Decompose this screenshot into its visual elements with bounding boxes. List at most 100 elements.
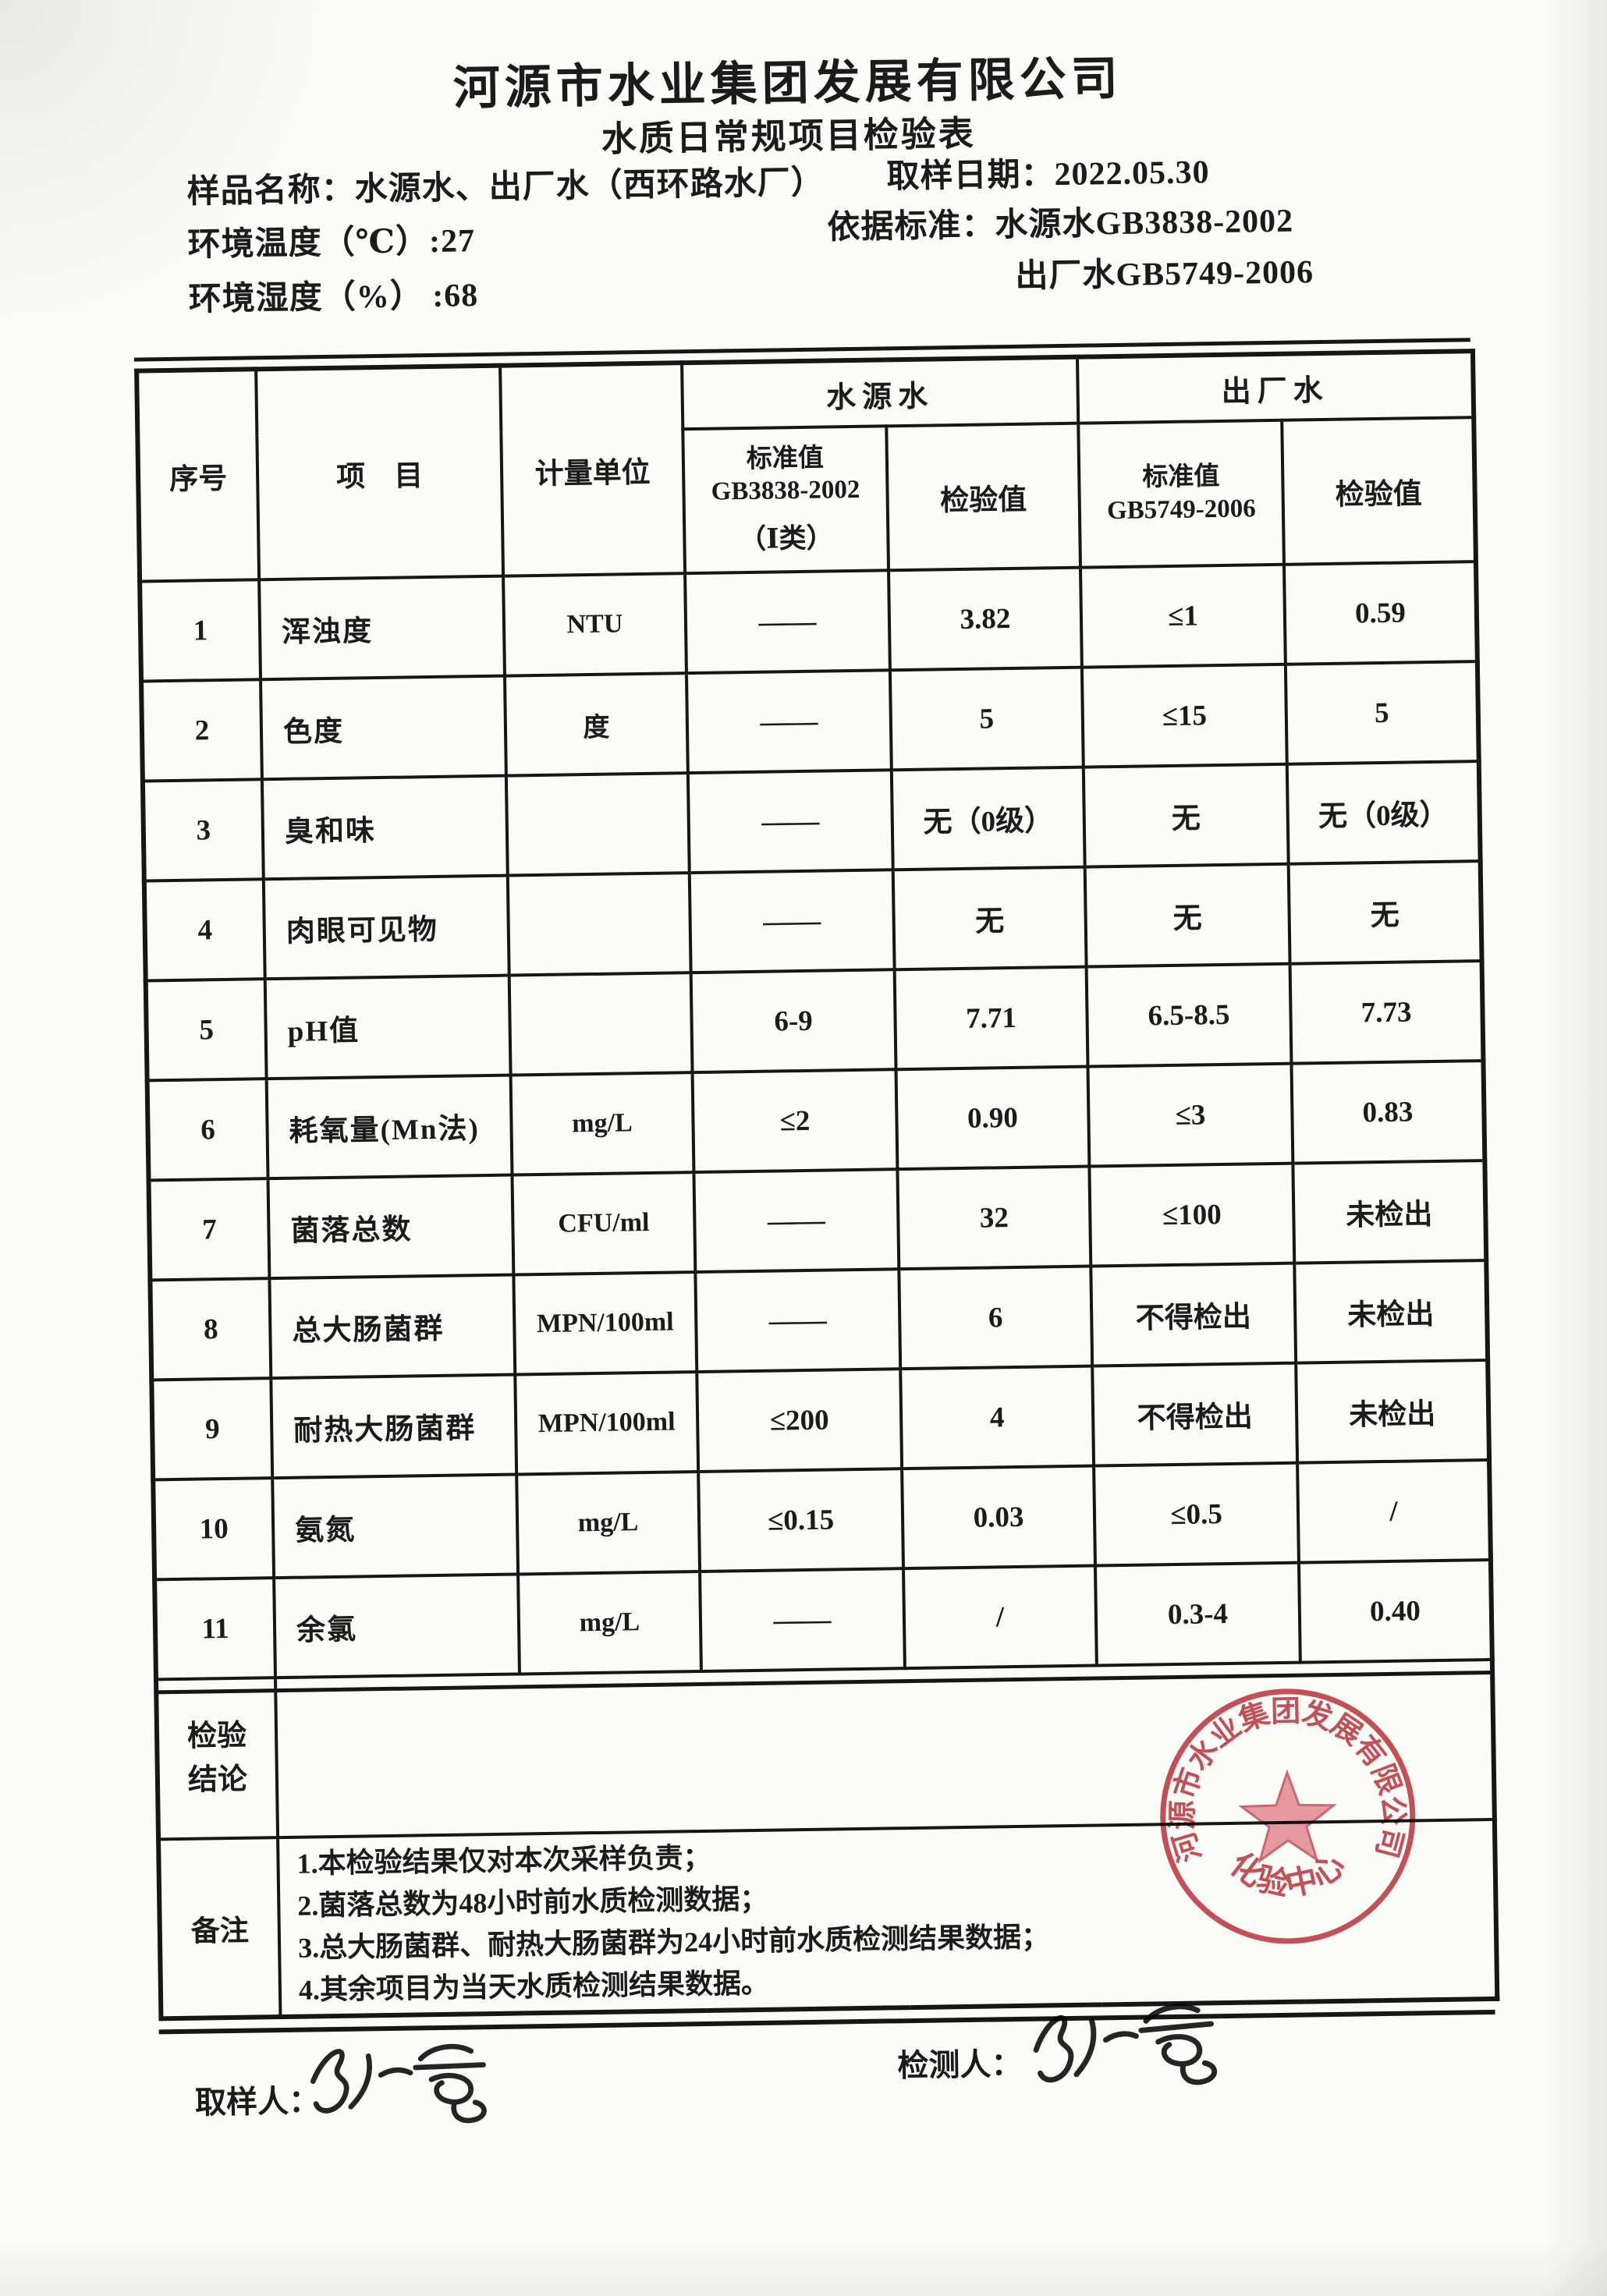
cell-seq: 3 xyxy=(142,779,264,881)
cell-source-standard: ≤2 xyxy=(692,1069,898,1173)
sampling-date: 取样日期：2022.05.30 xyxy=(886,154,1210,196)
header-info: 样品名称：水源水、出厂水（西环路水厂） 取样日期：2022.05.30 环境温度… xyxy=(0,0,1590,317)
cell-seq: 8 xyxy=(150,1278,271,1380)
cell-source-value: 无（0级） xyxy=(891,767,1085,870)
cell-factory-standard: 无 xyxy=(1083,764,1289,867)
table-row: 6 耗氧量(Mn法) mg/L ≤2 0.90 ≤3 0.83 xyxy=(147,1061,1485,1181)
cell-source-standard: —— xyxy=(689,870,895,973)
cell-factory-standard: ≤1 xyxy=(1080,564,1286,668)
col-header-source-standard: 标准值 GB3838-2002 （Ⅰ类） xyxy=(683,426,889,574)
standard-basis-factory: 出厂水GB5749-2006 xyxy=(1015,254,1314,295)
conclusion-label-line1: 检验 xyxy=(186,1720,247,1754)
cell-unit: NTU xyxy=(503,573,686,676)
cell-item: 肉眼可见物 xyxy=(263,875,509,980)
col-header-factory-value: 检验值 xyxy=(1282,417,1476,565)
cell-factory-standard: ≤0.5 xyxy=(1094,1462,1299,1566)
cell-source-standard: ≤0.15 xyxy=(698,1469,904,1572)
cell-factory-standard: ≤3 xyxy=(1087,1063,1293,1167)
cell-factory-standard: 不得检出 xyxy=(1091,1263,1297,1366)
cell-unit: mg/L xyxy=(510,1072,694,1175)
table-row: 3 臭和味 —— 无（0级） 无 无（0级） xyxy=(142,761,1481,881)
cell-source-value: 4 xyxy=(900,1366,1094,1469)
cell-source-standard: —— xyxy=(695,1269,901,1373)
seal-center-text: 化验中心 xyxy=(1223,1844,1352,1904)
cell-factory-value: 未检出 xyxy=(1293,1160,1487,1263)
cell-factory-standard: ≤100 xyxy=(1089,1163,1295,1267)
cell-seq: 11 xyxy=(154,1578,276,1680)
cell-factory-value: 0.40 xyxy=(1298,1559,1492,1663)
cell-source-standard: —— xyxy=(686,670,892,774)
col-header-factory-standard: 标准值 GB5749-2006 xyxy=(1078,420,1284,568)
col-header-item: 项 目 xyxy=(256,365,504,580)
signature-area: 取样人： 检测人： xyxy=(0,0,1590,2121)
cell-unit: 度 xyxy=(504,673,688,776)
conclusion-label-line2: 结论 xyxy=(187,1763,248,1797)
company-seal-stamp: 河源市水业集团发展有限公司 化验中心 xyxy=(1160,1688,1416,1944)
cell-source-standard: —— xyxy=(700,1568,905,1672)
cell-factory-value: 7.73 xyxy=(1290,961,1484,1064)
cell-seq: 10 xyxy=(153,1478,275,1580)
cell-item: 耗氧量(Mn法) xyxy=(266,1075,513,1179)
cell-unit xyxy=(509,973,693,1075)
tester-signature xyxy=(1020,1981,1261,2118)
cell-source-value: 0.90 xyxy=(896,1066,1090,1170)
table-row: 1 浑浊度 NTU —— 3.82 ≤1 0.59 xyxy=(140,562,1478,682)
table-row: 9 耐热大肠菌群 MPN/100ml ≤200 4 不得检出 未检出 xyxy=(151,1360,1490,1480)
cell-source-value: 32 xyxy=(897,1166,1091,1270)
cell-source-value: 3.82 xyxy=(889,567,1082,671)
conclusion-label: 检验 结论 xyxy=(156,1678,278,1840)
table-row: 2 色度 度 —— 5 ≤15 5 xyxy=(141,661,1479,781)
cell-factory-standard: 6.5-8.5 xyxy=(1086,963,1292,1067)
cell-source-standard: 6-9 xyxy=(690,969,896,1073)
cell-source-standard: —— xyxy=(687,770,893,873)
cell-unit: MPN/100ml xyxy=(515,1372,699,1475)
col-header-unit: 计量单位 xyxy=(500,363,686,576)
cell-seq: 1 xyxy=(140,579,261,682)
cell-factory-value: 5 xyxy=(1285,661,1479,764)
tester-label: 检测人： xyxy=(897,2046,1023,2084)
cell-unit xyxy=(506,773,690,876)
cell-seq: 9 xyxy=(151,1378,273,1480)
cell-factory-value: 无 xyxy=(1288,861,1482,964)
env-temperature: 环境温度（℃）:27 xyxy=(187,223,476,264)
col-header-seq: 序号 xyxy=(137,369,260,582)
cell-factory-value: 未检出 xyxy=(1296,1360,1490,1463)
env-humidity: 环境湿度（%） :68 xyxy=(188,278,479,318)
cell-source-value: 0.03 xyxy=(902,1465,1096,1569)
cell-item: 总大肠菌群 xyxy=(269,1274,516,1379)
cell-unit xyxy=(507,873,691,976)
cell-factory-value: / xyxy=(1297,1460,1491,1563)
cell-item: 余氯 xyxy=(274,1574,520,1678)
cell-item: 色度 xyxy=(261,675,506,780)
cell-seq: 2 xyxy=(141,679,262,781)
sampler-signature xyxy=(300,2025,528,2145)
standard-basis-source: 依据标准：水源水GB3838-2002 xyxy=(827,203,1294,246)
seal-ring xyxy=(1160,1688,1416,1944)
table-row: 11 余氯 mg/L —— / 0.3-4 0.40 xyxy=(154,1559,1492,1680)
factory-standard-line2: GB5749-2006 xyxy=(1106,494,1257,525)
cell-source-value: 7.71 xyxy=(894,966,1088,1070)
cell-item: 耐热大肠菌群 xyxy=(271,1374,517,1479)
source-standard-line2: GB3838-2002 xyxy=(711,475,860,506)
cell-unit: mg/L xyxy=(518,1571,701,1674)
cell-source-value: 无 xyxy=(892,866,1087,970)
remarks-label: 备注 xyxy=(158,1837,281,2019)
source-standard-line1: 标准值 xyxy=(746,444,825,473)
cell-source-value: 6 xyxy=(899,1266,1093,1369)
factory-standard-line1: 标准值 xyxy=(1142,462,1220,492)
cell-item: 浑浊度 xyxy=(259,576,505,680)
cell-seq: 4 xyxy=(144,879,265,981)
cell-factory-value: 无（0级） xyxy=(1286,761,1481,864)
cell-source-value: 5 xyxy=(889,667,1084,771)
group-header-source-water: 水源水 xyxy=(682,356,1079,430)
seal-star-icon xyxy=(1238,1769,1337,1864)
cell-source-value: / xyxy=(903,1565,1097,1669)
table-row: 10 氨氮 mg/L ≤0.15 0.03 ≤0.5 / xyxy=(153,1460,1491,1580)
cell-source-standard: —— xyxy=(685,570,890,674)
cell-seq: 6 xyxy=(147,1079,268,1181)
cell-source-standard: ≤200 xyxy=(697,1369,903,1472)
table-row: 4 肉眼可见物 —— 无 无 无 xyxy=(144,861,1482,981)
cell-factory-standard: 不得检出 xyxy=(1092,1362,1298,1466)
